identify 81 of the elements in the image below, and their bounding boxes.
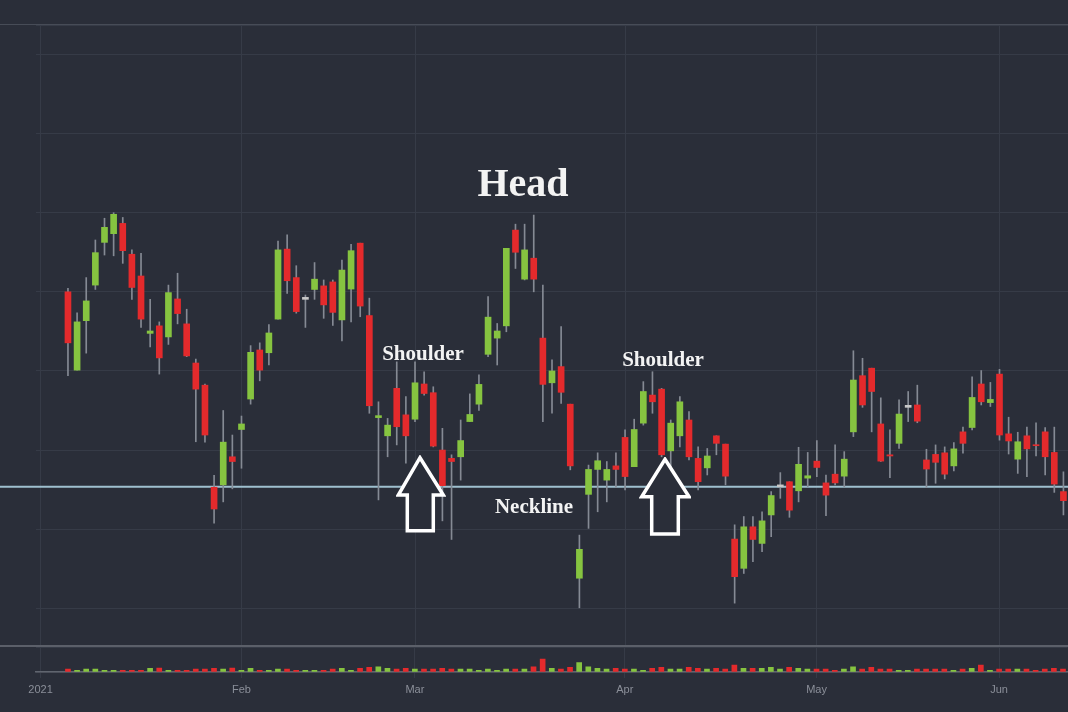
bar <box>275 668 281 672</box>
bar <box>247 668 254 672</box>
bar <box>594 668 601 672</box>
bar <box>777 668 783 672</box>
bar <box>576 662 582 672</box>
bar <box>375 666 382 672</box>
bar <box>868 667 875 672</box>
candlestick <box>804 452 812 488</box>
bar <box>530 666 537 672</box>
bar <box>1005 668 1012 672</box>
bar <box>978 664 984 672</box>
candlestick <box>886 429 894 479</box>
x-tick-label: Mar <box>405 682 425 695</box>
bar <box>421 668 427 672</box>
bar <box>740 668 747 672</box>
bar <box>850 666 856 672</box>
bar <box>749 668 756 672</box>
bar <box>722 668 729 672</box>
ref-line-label: Neckline <box>494 494 574 519</box>
bar <box>503 668 509 672</box>
bar <box>329 668 336 672</box>
bar <box>1060 668 1066 672</box>
bar <box>83 668 90 672</box>
bar <box>612 668 619 672</box>
bar <box>192 668 199 672</box>
bar <box>795 668 802 672</box>
bar <box>412 668 418 672</box>
bar <box>65 668 71 672</box>
bar <box>430 668 436 672</box>
x-tick-label: Feb <box>231 682 251 695</box>
bar <box>968 668 975 672</box>
bar <box>357 668 363 672</box>
bar <box>439 668 446 672</box>
bar <box>941 668 948 672</box>
x-tick-label: Apr <box>616 682 634 695</box>
bar <box>704 668 710 672</box>
bar <box>859 668 865 672</box>
bar <box>229 667 236 672</box>
bar <box>558 668 564 672</box>
bar <box>996 668 1002 672</box>
x-tick-label: May <box>806 682 828 695</box>
bar <box>713 668 719 672</box>
bar <box>585 666 592 672</box>
bar <box>621 668 628 672</box>
annotation: Shoulder <box>382 341 464 366</box>
bar <box>914 668 920 672</box>
bar <box>338 668 345 672</box>
candlestick <box>146 299 154 348</box>
bar <box>366 667 373 672</box>
bar <box>211 668 217 672</box>
candlestick <box>1032 422 1040 457</box>
bar <box>220 668 226 672</box>
bar <box>485 668 491 672</box>
bar <box>758 668 765 672</box>
bar <box>658 667 665 672</box>
bar <box>402 668 409 672</box>
text: Head <box>477 160 569 206</box>
bar <box>932 668 939 672</box>
bar <box>512 668 519 672</box>
bar <box>685 667 692 672</box>
x-tick-label: 2021 <box>28 682 53 695</box>
bar <box>202 668 208 672</box>
bar <box>1051 668 1057 672</box>
bar <box>384 668 391 672</box>
bar <box>649 668 656 672</box>
bar <box>786 667 792 672</box>
bar <box>923 668 929 672</box>
bar <box>284 668 290 672</box>
annotation: Shoulder <box>622 347 704 372</box>
bar <box>147 668 153 672</box>
bar <box>548 668 555 672</box>
x-tick-label: Jun <box>990 682 1008 695</box>
bar <box>841 668 847 672</box>
candlestick <box>493 323 501 366</box>
bar <box>156 667 163 672</box>
bar <box>768 667 774 672</box>
candlestick <box>904 391 912 422</box>
bar <box>695 668 701 672</box>
bar <box>631 668 637 672</box>
bar <box>567 667 573 672</box>
bar <box>1041 668 1048 672</box>
